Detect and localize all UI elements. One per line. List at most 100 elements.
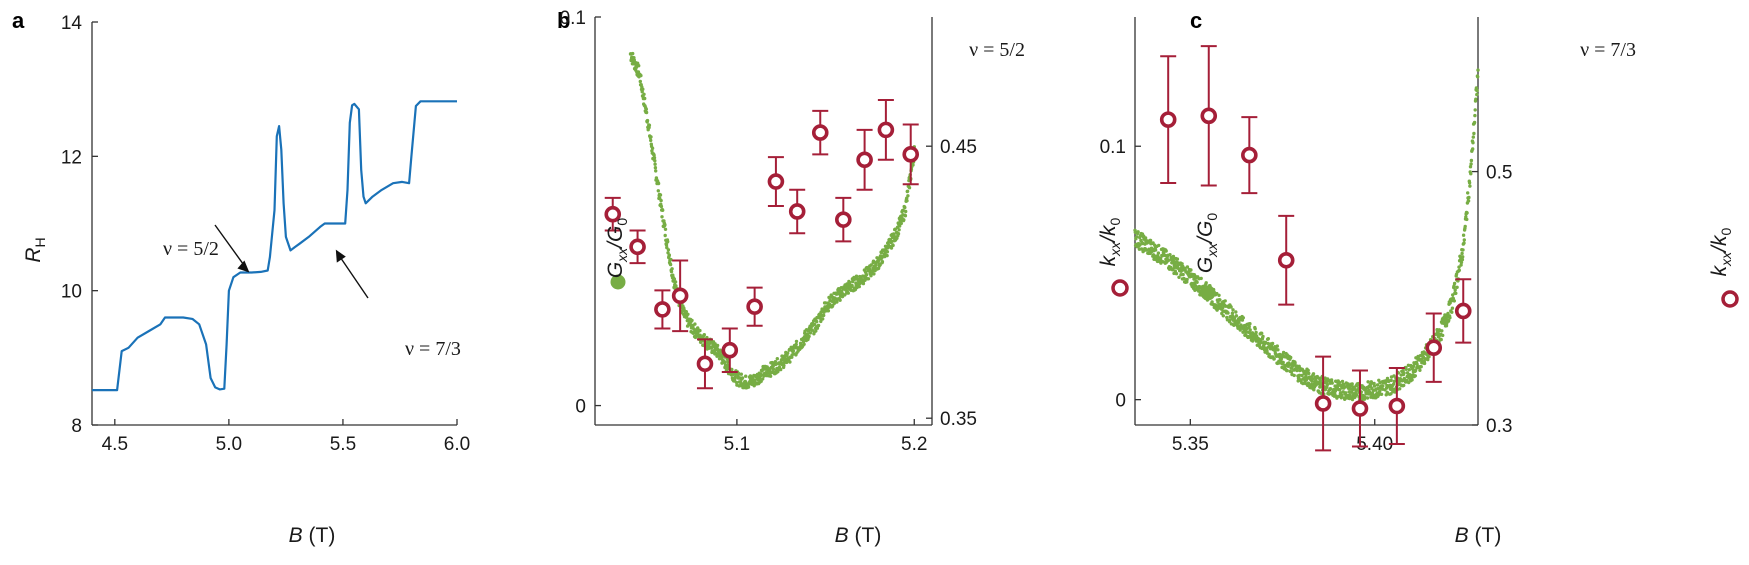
kxx-point [835, 211, 852, 228]
gxx-point [838, 298, 842, 302]
gxx-point [904, 209, 908, 214]
gxx-point [656, 181, 661, 186]
gxx-point [1223, 299, 1227, 303]
kxx-point [788, 203, 806, 220]
gxx-point [1248, 328, 1252, 332]
gxx-point [1406, 363, 1411, 367]
gxx-point [1415, 362, 1419, 366]
gxx-point [1453, 288, 1457, 292]
rh-line [92, 100, 457, 392]
panel-c-left-ylabel: Gxx/G0 [1194, 213, 1220, 274]
gxx-point [1281, 360, 1285, 365]
gxx-point [1355, 393, 1359, 397]
kxx-point [1277, 251, 1295, 269]
red-legend-marker [1111, 279, 1129, 297]
gxx-point [715, 343, 720, 348]
gxx-point [656, 189, 660, 193]
gxx-point [771, 367, 776, 371]
panel-c-axes: 5.35 5.40 0 0.1 0.3 0.5 [1100, 17, 1512, 455]
gxx-point [1157, 243, 1161, 248]
gxx-point [1164, 249, 1168, 253]
panel-b-right-ylabel: kxx/k0 [1097, 217, 1123, 266]
gxx-point [1180, 262, 1184, 266]
ylabel-sub: xx [614, 247, 630, 263]
kxx-point-group [811, 109, 829, 156]
panel-b-annotation: ν = 5/2 [969, 39, 1025, 61]
ylabel-den: /G [1194, 221, 1217, 245]
xlabel-unit: (T) [303, 524, 336, 547]
gxx-point [1353, 387, 1357, 391]
kxx-point-group [877, 98, 895, 161]
gxx-point [1285, 368, 1289, 373]
gxx-point [660, 215, 664, 219]
ylabel-main: k [1708, 264, 1731, 276]
gxx-point [652, 156, 657, 160]
gxx-point [794, 339, 799, 344]
gxx-point [857, 284, 861, 289]
gxx-point [896, 232, 901, 236]
gxx-point [850, 283, 854, 288]
x-tick-label: 5.40 [1356, 434, 1393, 455]
gxx-point [815, 320, 819, 324]
gxx-point [1340, 393, 1344, 398]
gxx-point [1171, 254, 1176, 259]
gxx-point [1471, 141, 1475, 145]
gxx-point [1462, 238, 1467, 242]
kxx-point [856, 151, 873, 169]
gxx-point [1407, 368, 1412, 372]
gxx-point [650, 146, 655, 150]
gxx-point [1473, 113, 1477, 118]
gxx-point [1204, 281, 1208, 285]
xlabel-var: B [289, 524, 303, 547]
kxx-point-group [835, 196, 852, 243]
gxx-point [1471, 147, 1475, 151]
gxx-point [698, 328, 702, 333]
gxx-point [1174, 272, 1179, 276]
kxx-point-group [746, 286, 763, 327]
panel-c-annotation: ν = 7/3 [1580, 39, 1636, 61]
gxx-point [1185, 277, 1189, 282]
gxx-point [1475, 89, 1479, 93]
green-legend-marker [1200, 285, 1216, 301]
left-y-tick-label: 0.1 [1100, 137, 1126, 158]
gxx-point [1440, 329, 1444, 333]
gxx-point [1450, 310, 1454, 314]
gxx-point [1472, 131, 1476, 136]
gxx-point [807, 334, 811, 339]
gxx-point [907, 186, 912, 190]
gxx-point [638, 79, 642, 84]
gxx-point [1346, 382, 1350, 386]
gxx-point [1381, 384, 1385, 388]
panel-a-axes: 4.5 5.0 5.5 6.0 8 10 12 14 [61, 13, 470, 455]
x-tick-label: 5.2 [901, 434, 927, 455]
arrow-7-3-shaft [337, 253, 369, 299]
gxx-point [893, 227, 897, 231]
gxx-point [802, 342, 806, 346]
gxx-point [1297, 373, 1302, 377]
gxx-point [1293, 361, 1297, 365]
gxx-point [666, 248, 671, 252]
panel-a: a 4.5 5.0 5.5 6.0 8 10 12 14 ν = 5/2 ν = 7/3 B … [12, 8, 470, 547]
kxx-point-group [721, 327, 739, 373]
gxx-point [653, 159, 657, 163]
gxx-point [1448, 316, 1452, 320]
kxx-point-group [788, 188, 806, 235]
gxx-point [663, 227, 668, 231]
kxx-point [1425, 339, 1443, 357]
kxx-point-group [856, 128, 873, 191]
gxx-point [1166, 258, 1171, 262]
gxx-point [1300, 373, 1304, 378]
gxx-point [1238, 328, 1242, 332]
gxx-point [816, 323, 821, 328]
ylabel-den: /k [1708, 234, 1731, 254]
gxx-point [1350, 382, 1354, 386]
gxx-point [1473, 108, 1477, 112]
gxx-point [885, 253, 889, 258]
gxx-point [1413, 368, 1418, 373]
arrow-7-3-head [335, 249, 346, 263]
gxx-point [1460, 257, 1465, 262]
gxx-point [644, 107, 648, 111]
gxx-point [1301, 381, 1305, 386]
gxx-point [1173, 269, 1178, 273]
gxx-point [864, 273, 869, 277]
